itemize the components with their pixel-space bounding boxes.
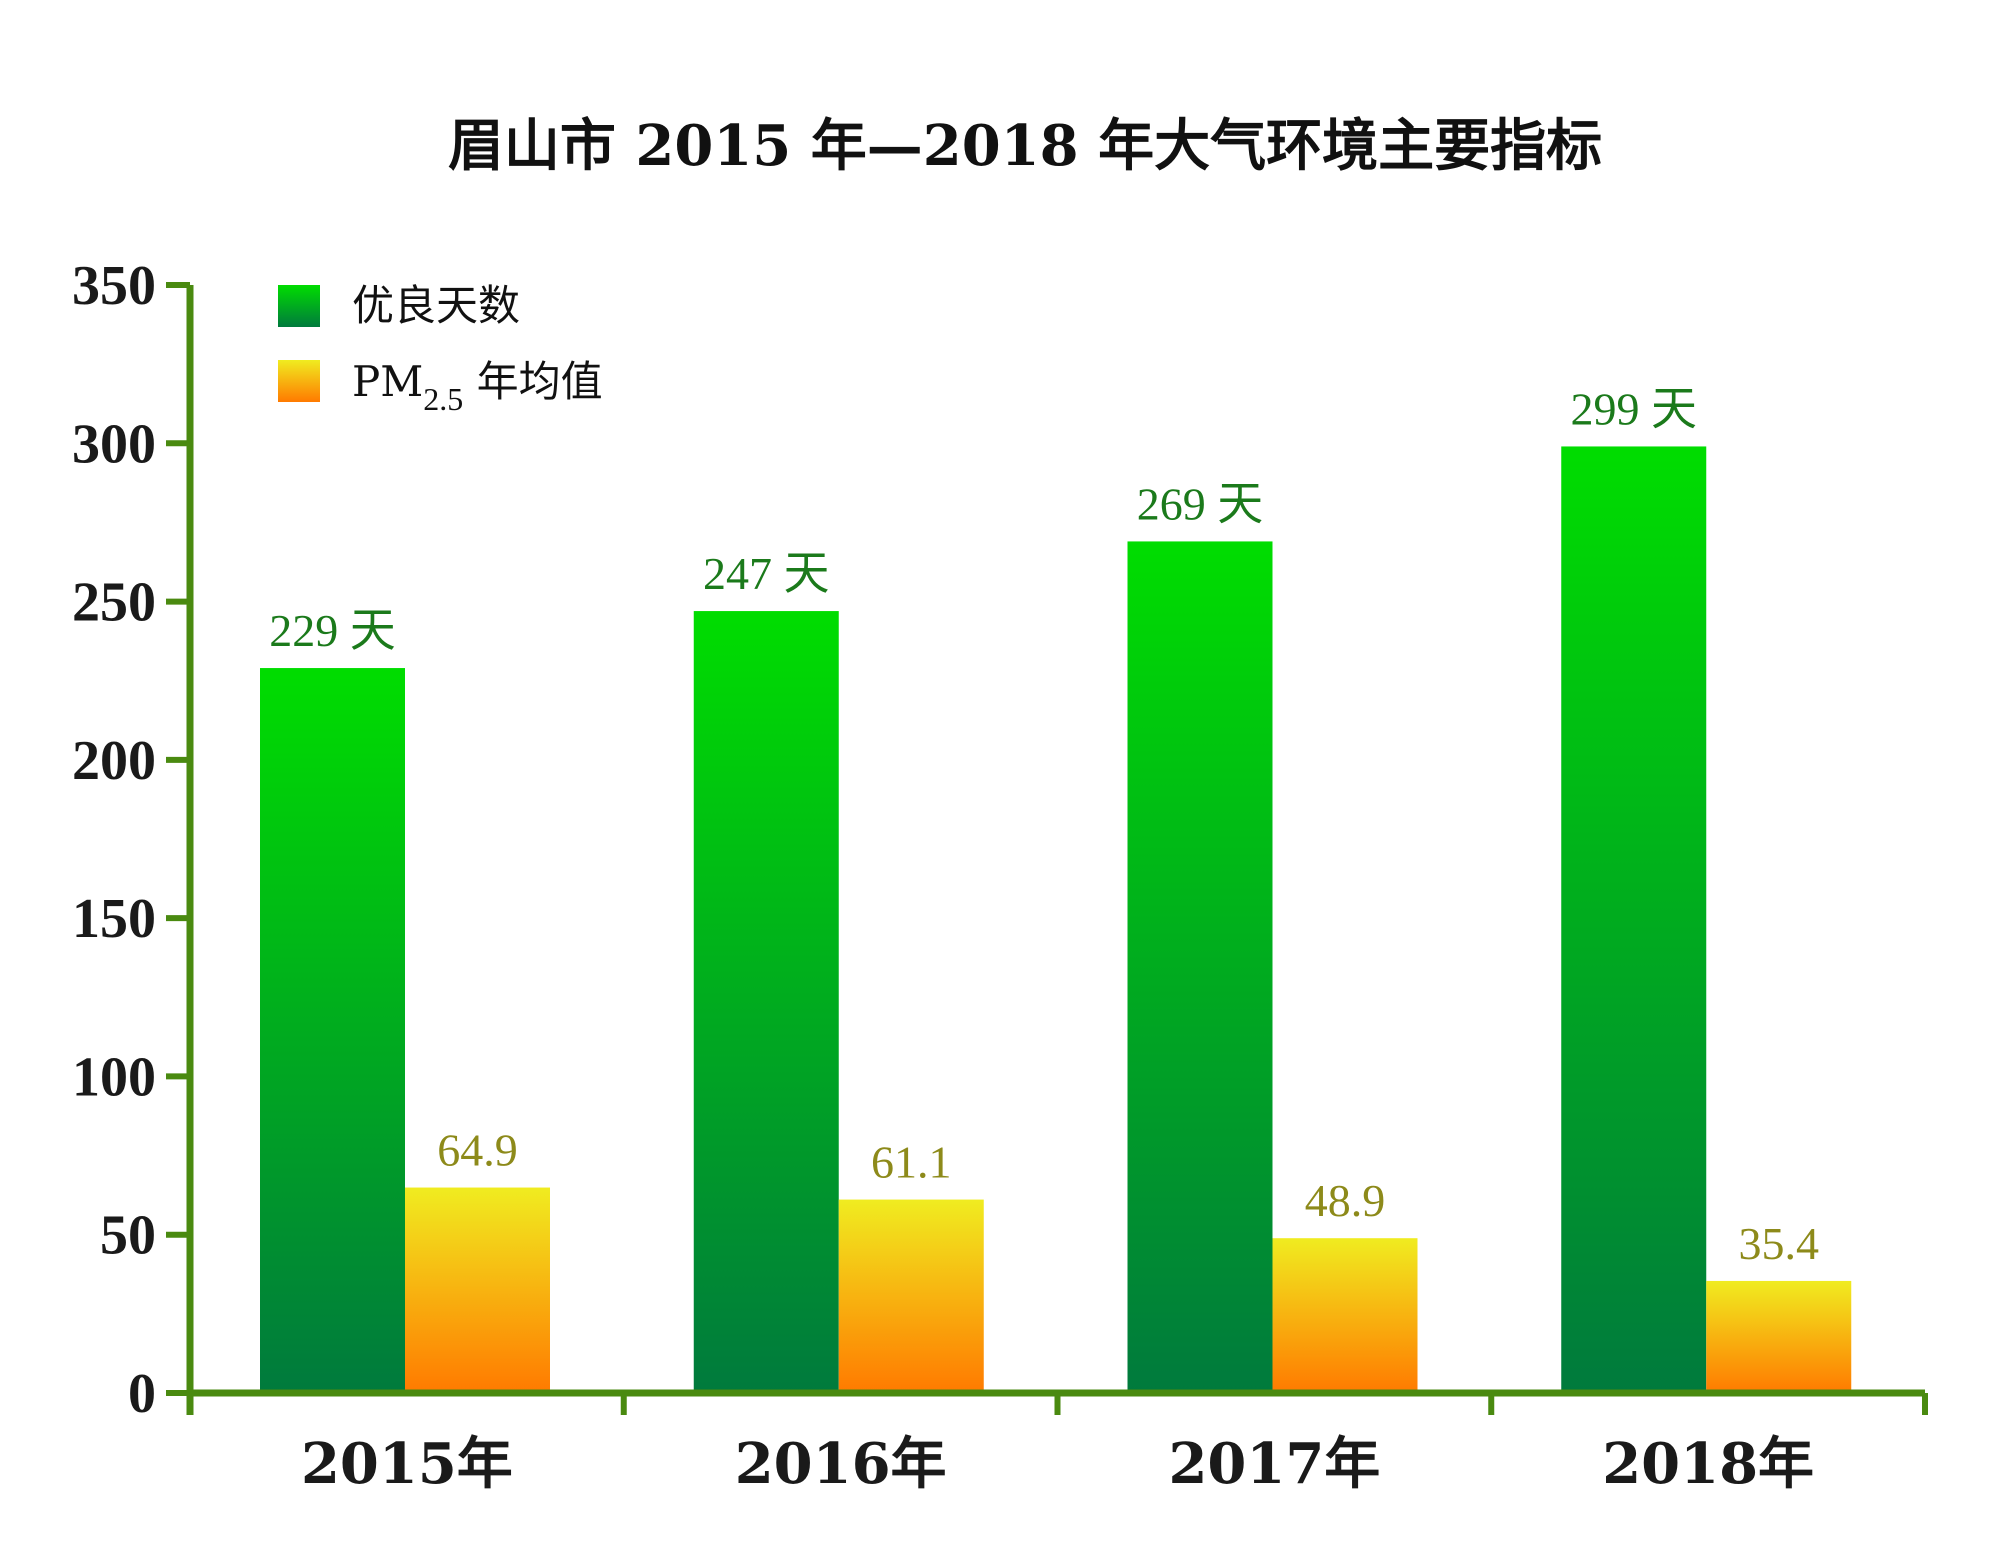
axes-layer: [166, 282, 1928, 1415]
bars-layer: [260, 446, 1852, 1393]
data-label-good-days-3: 269 天: [1137, 478, 1264, 529]
y-tick-labels: 0 50 100 150 200 250 300 350: [72, 255, 156, 1425]
data-label-pm25-2: 61.1: [871, 1137, 952, 1188]
data-label-pm25-4: 35.4: [1739, 1218, 1820, 1269]
x-tick-label: 2015年: [301, 1431, 513, 1497]
bar-labels-layer: 229 天 64.9 247 天 61.1 269 天 48.9 299 天 35.4: [269, 383, 1819, 1268]
y-tick-label: 200: [72, 730, 156, 792]
bar-good-days-2: [693, 611, 839, 1393]
y-tick-label: 350: [72, 255, 156, 317]
chart-title: 眉山市 2015 年—2018 年大气环境主要指标: [448, 113, 1602, 179]
bar-good-days-3: [1127, 541, 1273, 1393]
y-tick-label: 0: [128, 1363, 156, 1425]
data-label-good-days-4: 299 天: [1571, 383, 1698, 434]
legend-label-good-days: 优良天数: [352, 281, 520, 330]
y-tick-label: 50: [100, 1205, 156, 1267]
bar-pm25-4: [1706, 1280, 1852, 1393]
data-label-pm25-3: 48.9: [1305, 1175, 1386, 1226]
x-tick-label: 2018年: [1602, 1431, 1814, 1497]
legend-pm-suffix: 年均值: [463, 357, 602, 406]
legend-swatch-good-days: [278, 285, 320, 327]
bar-good-days-1: [260, 668, 405, 1393]
y-tick-label: 300: [72, 413, 156, 475]
legend-swatch-pm25: [278, 360, 320, 402]
bar-pm25-1: [405, 1187, 550, 1393]
legend-pm-prefix: PM: [352, 357, 423, 406]
x-tick-label: 2016年: [735, 1431, 947, 1497]
legend: 优良天数 PM2.5 年均值: [278, 281, 603, 417]
y-tick-label: 150: [72, 888, 156, 950]
bar-good-days-4: [1561, 446, 1707, 1393]
legend-pm-subscript: 2.5: [423, 381, 463, 417]
y-tick-label: 250: [72, 572, 156, 634]
y-tick-label: 100: [72, 1046, 156, 1108]
x-tick-labels: 2015年 2016年 2017年 2018年: [301, 1431, 1814, 1497]
legend-label-pm25: PM2.5 年均值: [352, 357, 603, 417]
bar-pm25-3: [1272, 1238, 1418, 1393]
bar-pm25-2: [838, 1199, 984, 1393]
data-label-good-days-1: 229 天: [269, 605, 396, 656]
data-label-good-days-2: 247 天: [703, 548, 830, 599]
x-tick-label: 2017年: [1168, 1431, 1380, 1497]
data-label-pm25-1: 64.9: [437, 1125, 518, 1176]
